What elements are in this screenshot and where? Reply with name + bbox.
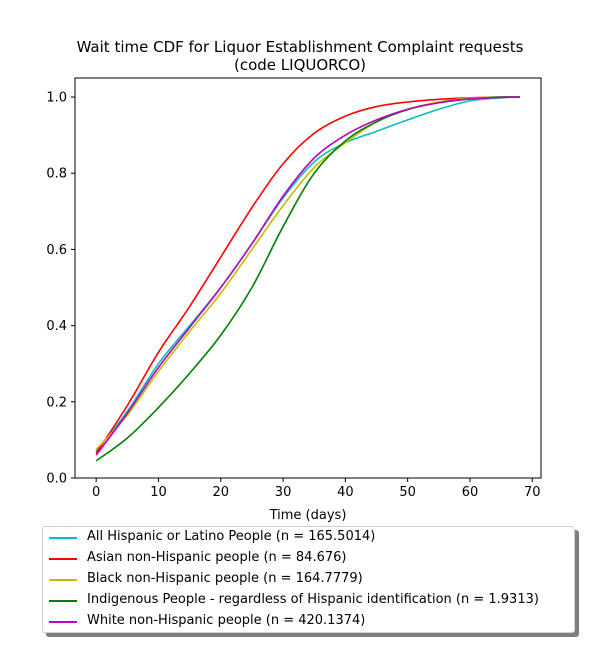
x-tick-label: 70 (524, 485, 541, 500)
legend-label: Black non-Hispanic people (n = 164.7779) (87, 571, 363, 586)
plot-area-frame (74, 77, 542, 479)
legend-swatch (49, 579, 77, 581)
y-tick-label: 0.0 (46, 472, 67, 487)
x-tick-label: 20 (213, 485, 230, 500)
y-tick-label: 0.6 (46, 243, 67, 258)
legend-label: Indigenous People - regardless of Hispan… (87, 592, 539, 607)
legend-swatch (49, 558, 77, 560)
chart-subtitle: (code LIQUORCO) (234, 56, 366, 74)
series-line-0 (95, 96, 520, 452)
legend-item: Asian non-Hispanic people (n = 84.676) (43, 549, 574, 569)
x-tick-label: 40 (337, 485, 354, 500)
chart-title: Wait time CDF for Liquor Establishment C… (76, 38, 524, 56)
y-tick-label: 0.4 (46, 319, 67, 334)
x-tick-label: 0 (92, 485, 100, 500)
legend-item: Black non-Hispanic people (n = 164.7779) (43, 570, 574, 590)
x-tick-label: 50 (399, 485, 416, 500)
y-tick-label: 1.0 (46, 91, 67, 106)
series-line-2 (95, 96, 520, 450)
legend-label: All Hispanic or Latino People (n = 165.5… (87, 529, 376, 544)
series-line-4 (95, 96, 520, 456)
y-tick-label: 0.2 (46, 395, 67, 410)
legend-swatch (49, 537, 77, 539)
series-line-3 (95, 96, 520, 462)
x-tick-label: 10 (150, 485, 167, 500)
chart-legend: All Hispanic or Latino People (n = 165.5… (42, 526, 575, 633)
x-axis-label: Time (days) (269, 508, 347, 523)
series-line-1 (95, 96, 520, 454)
legend-swatch (49, 600, 77, 602)
legend-item: All Hispanic or Latino People (n = 165.5… (43, 528, 574, 548)
y-tick-label: 0.8 (46, 167, 67, 182)
x-tick-label: 30 (275, 485, 292, 500)
legend-label: White non-Hispanic people (n = 420.1374) (87, 613, 366, 628)
x-tick-label: 60 (462, 485, 479, 500)
legend-item: White non-Hispanic people (n = 420.1374) (43, 612, 574, 632)
legend-item: Indigenous People - regardless of Hispan… (43, 591, 574, 611)
legend-swatch (49, 621, 77, 623)
legend-label: Asian non-Hispanic people (n = 84.676) (87, 550, 347, 565)
